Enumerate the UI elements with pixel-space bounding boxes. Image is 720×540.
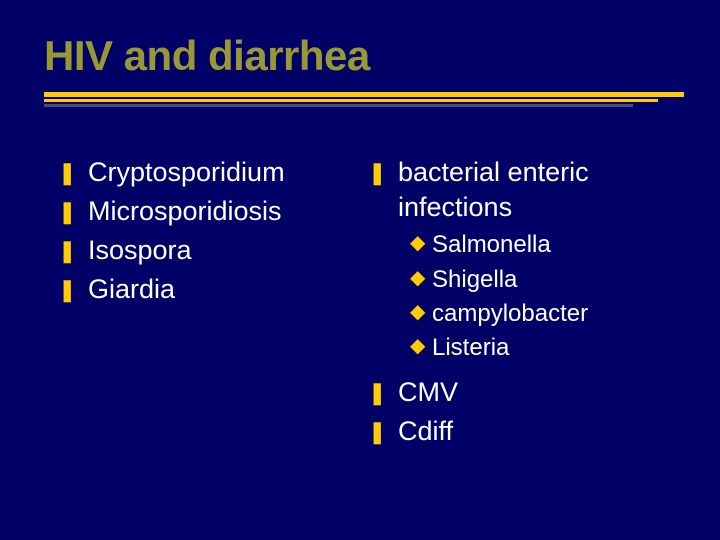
list-item: ❚ Cdiff [368, 414, 678, 449]
list-subitem-label: Salmonella [432, 229, 551, 261]
sub-list: ◆ Salmonella ◆ Shigella ◆ campylobacter … [368, 229, 678, 365]
bullet-z-icon: ❚ [368, 379, 390, 408]
list-item-label: bacterial enteric infections [398, 155, 678, 225]
list-subitem: ◆ Shigella [410, 264, 678, 296]
bullet-z-icon: ❚ [58, 276, 80, 305]
bullet-z-icon: ❚ [58, 159, 80, 188]
list-item-label: Microsporidiosis [88, 194, 282, 229]
bullet-y-icon: ◆ [410, 265, 428, 292]
right-column: ❚ bacterial enteric infections ◆ Salmone… [368, 155, 678, 453]
title-underline [44, 92, 684, 107]
list-item-label: Cdiff [398, 414, 453, 449]
bullet-y-icon: ◆ [410, 299, 428, 326]
list-item-label: Isospora [88, 233, 192, 268]
list-subitem: ◆ Listeria [410, 332, 678, 364]
slide-title: HIV and diarrhea [44, 32, 370, 80]
list-subitem-label: Shigella [432, 264, 517, 296]
bullet-z-icon: ❚ [368, 159, 390, 188]
list-item-label: Cryptosporidium [88, 155, 285, 190]
bullet-y-icon: ◆ [410, 333, 428, 360]
bullet-z-icon: ❚ [58, 237, 80, 266]
list-subitem-label: campylobacter [432, 298, 588, 330]
bullet-z-icon: ❚ [368, 418, 390, 447]
left-column: ❚ Cryptosporidium ❚ Microsporidiosis ❚ I… [58, 155, 368, 453]
list-item: ❚ Cryptosporidium [58, 155, 368, 190]
bullet-y-icon: ◆ [410, 230, 428, 257]
list-item: ❚ bacterial enteric infections [368, 155, 678, 225]
list-item: ❚ CMV [368, 375, 678, 410]
list-item-label: Giardia [88, 272, 175, 307]
list-item: ❚ Giardia [58, 272, 368, 307]
content-columns: ❚ Cryptosporidium ❚ Microsporidiosis ❚ I… [58, 155, 678, 453]
list-subitem: ◆ campylobacter [410, 298, 678, 330]
list-item: ❚ Microsporidiosis [58, 194, 368, 229]
list-subitem-label: Listeria [432, 332, 509, 364]
list-item: ❚ Isospora [58, 233, 368, 268]
list-subitem: ◆ Salmonella [410, 229, 678, 261]
list-item-label: CMV [398, 375, 458, 410]
bullet-z-icon: ❚ [58, 198, 80, 227]
